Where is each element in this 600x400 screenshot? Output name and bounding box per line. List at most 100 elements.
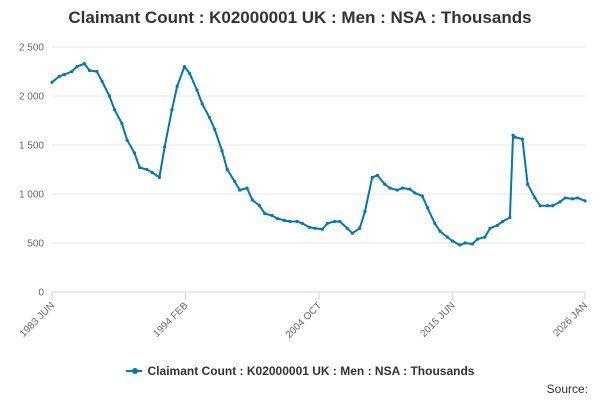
data-point [145, 167, 149, 172]
data-point [413, 191, 417, 195]
data-point [325, 221, 329, 225]
data-point [463, 241, 467, 245]
data-point [182, 65, 187, 69]
data-point [95, 69, 99, 74]
data-point [363, 210, 367, 214]
data-point [107, 94, 111, 98]
data-point [458, 243, 462, 247]
data-point [483, 235, 487, 239]
data-point [270, 213, 274, 218]
data-point [263, 212, 267, 216]
data-point [583, 199, 587, 203]
data-point [526, 182, 530, 186]
data-point [157, 175, 162, 179]
data-point [438, 229, 442, 233]
data-point [538, 204, 542, 208]
x-tick-label: 1994 FEB [151, 300, 190, 339]
data-point [425, 206, 430, 210]
data-point [120, 121, 124, 126]
data-point [213, 127, 217, 131]
data-point [313, 226, 317, 230]
data-point [195, 88, 199, 92]
data-point [245, 186, 249, 190]
data-point [175, 84, 179, 88]
data-point [520, 137, 525, 141]
data-point [551, 204, 555, 208]
data-point [100, 79, 104, 83]
data-point [545, 204, 550, 208]
data-point [333, 219, 337, 224]
series-line [51, 62, 586, 246]
data-point [57, 74, 61, 78]
data-point [495, 223, 499, 227]
data-point [475, 237, 480, 241]
data-point [150, 170, 154, 175]
data-point [112, 108, 117, 112]
data-point [320, 227, 324, 231]
y-tick-label: 2 000 [19, 92, 44, 103]
data-point [508, 215, 512, 220]
data-point [238, 188, 242, 192]
y-tick-label: 1 500 [19, 141, 44, 152]
data-point [125, 138, 129, 142]
data-point [283, 218, 287, 223]
data-point [138, 165, 142, 170]
data-point [570, 197, 575, 201]
data-point [576, 196, 580, 200]
data-point [75, 65, 79, 69]
data-point [383, 182, 387, 186]
data-point [445, 235, 449, 239]
data-point [220, 149, 224, 153]
data-point [511, 133, 515, 137]
y-tick-label: 500 [27, 239, 44, 250]
data-point [420, 194, 424, 198]
data-point [563, 196, 567, 200]
data-point [395, 188, 399, 192]
x-tick-label: 1983 JUN [18, 300, 57, 339]
data-point [163, 145, 167, 149]
data-point [408, 187, 412, 191]
data-point [225, 167, 229, 172]
data-point [62, 72, 67, 77]
x-tick-label: 2015 JUN [418, 300, 457, 339]
chart-title: Claimant Count : K02000001 UK : Men : NS… [68, 8, 532, 27]
data-point [132, 151, 136, 155]
x-tick-label: 2026 JAN [551, 300, 590, 339]
data-point [50, 80, 54, 84]
data-point [70, 69, 74, 74]
data-point [188, 71, 192, 76]
data-point [400, 186, 405, 190]
data-point [350, 231, 354, 235]
data-point [257, 204, 262, 208]
data-point [488, 226, 492, 230]
data-point [308, 225, 312, 229]
legend-marker-icon [125, 365, 142, 377]
data-point [375, 173, 380, 177]
data-point [250, 198, 254, 202]
data-point [300, 221, 304, 225]
data-point [295, 219, 299, 224]
data-point [288, 219, 292, 224]
x-tick-label: 2004 OCT [284, 300, 324, 340]
data-point [232, 179, 237, 183]
data-point [558, 200, 562, 204]
y-tick-label: 0 [38, 288, 44, 299]
data-point [338, 219, 342, 224]
data-point [170, 108, 174, 112]
data-point [433, 221, 437, 225]
y-tick-label: 2 500 [19, 43, 44, 54]
data-point [345, 226, 349, 230]
data-point [207, 115, 212, 120]
legend[interactable]: Claimant Count : K02000001 UK : Men : NS… [0, 364, 600, 378]
data-point [388, 186, 392, 190]
data-point [200, 102, 204, 106]
data-point [470, 242, 474, 246]
y-tick-label: 1 000 [19, 190, 44, 201]
data-point [358, 226, 362, 230]
data-point [501, 219, 505, 224]
data-point [370, 175, 374, 179]
data-point [450, 239, 455, 243]
data-point [82, 62, 86, 66]
